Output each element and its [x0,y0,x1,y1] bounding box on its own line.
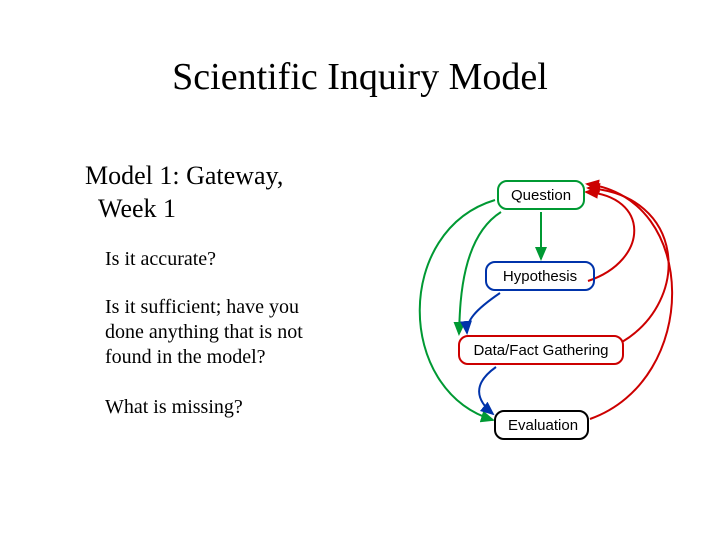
node-question: Question [497,180,585,210]
page-title: Scientific Inquiry Model [0,55,720,99]
arrow [588,188,669,342]
subtitle-line1: Model 1: Gateway, [85,161,283,190]
text-accurate: Is it accurate? [105,247,216,272]
node-hypothesis: Hypothesis [485,261,595,291]
text-missing: What is missing? [105,395,243,420]
text-sufficient: Is it sufficient; have you done anything… [105,295,303,370]
arrow [420,200,495,420]
subtitle: Model 1: Gateway, Week 1 [85,160,283,225]
arrow [467,293,500,333]
arrow [479,367,496,414]
text-sufficient-l3: found in the model? [105,346,266,368]
text-sufficient-l1: Is it sufficient; have you [105,296,299,318]
arrow [587,184,672,419]
node-evaluation: Evaluation [494,410,589,440]
text-sufficient-l2: done anything that is not [105,321,303,343]
subtitle-line2: Week 1 [98,194,176,223]
node-gathering: Data/Fact Gathering [458,335,624,365]
